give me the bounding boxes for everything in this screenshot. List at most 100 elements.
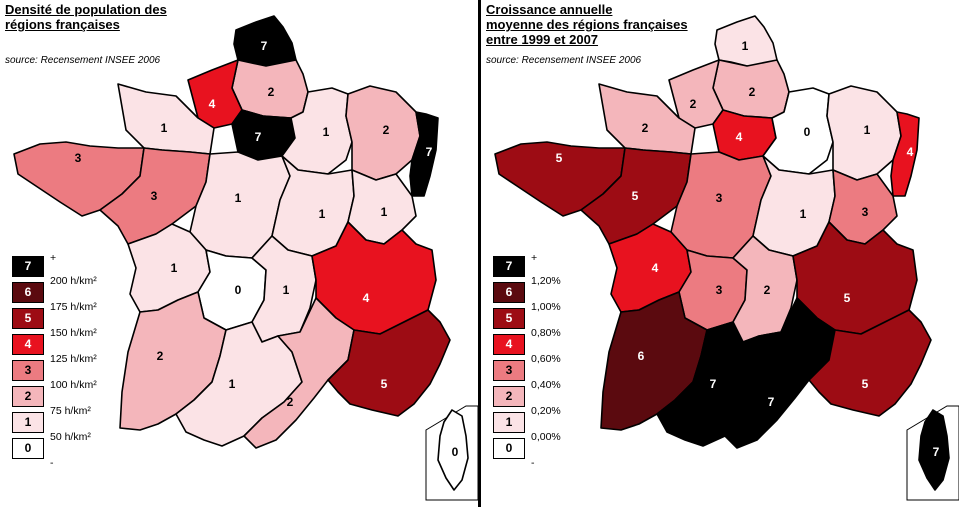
region-shape (345, 85, 421, 181)
region-class-label: 5 (844, 291, 851, 305)
region-class-label: 7 (426, 145, 433, 159)
legend-swatch-0: 0 (12, 438, 44, 459)
legend-threshold-label: 0,20% (531, 405, 561, 417)
region-shape (327, 309, 451, 417)
title-line-2: régions françaises (5, 17, 120, 32)
region-picardie: 2 (712, 59, 790, 119)
region-shape (243, 297, 355, 449)
density-map-title: Densité de population des régions frança… (5, 2, 167, 32)
legend-swatch-2: 2 (12, 386, 44, 407)
density-map: 7 2 4 1 7 1 2 7 3 3 1 1 1 1 0 1 4 2 1 2 5 0 (13, 15, 478, 501)
region-class-label: 2 (268, 85, 275, 99)
region-class-label: 1 (171, 261, 178, 275)
region-class-label: 7 (255, 130, 262, 144)
legend-swatch-4: 4 (493, 334, 525, 355)
region-shape (890, 111, 920, 197)
region-shape (918, 409, 950, 491)
region-shape (437, 409, 469, 491)
legend-minus: - (50, 457, 54, 469)
legend-swatch-7: 7 (493, 256, 525, 277)
region-class-label: 0 (235, 283, 242, 297)
region-paca: 5 (808, 309, 932, 417)
region-class-label: 1 (742, 39, 749, 53)
legend-swatch-5: 5 (493, 308, 525, 329)
corsica-inset-frame (906, 405, 959, 501)
growth-map: 1 2 2 2 4 0 1 4 5 5 3 1 3 4 3 2 5 6 7 7 5 7 (494, 15, 959, 501)
region-class-label: 5 (556, 151, 563, 165)
region-class-label: 4 (736, 130, 743, 144)
legend-swatch-5: 5 (12, 308, 44, 329)
legend-swatch-2: 2 (493, 386, 525, 407)
legend-swatch-1: 1 (12, 412, 44, 433)
growth-rate-map-panel: 1 2 2 2 4 0 1 4 5 5 3 1 3 4 3 2 5 6 7 7 5 7 Croissance annuel… (481, 0, 959, 507)
region-shape (826, 85, 902, 181)
legend-swatch-3: 3 (12, 360, 44, 381)
region-corse: 0 (437, 409, 469, 491)
legend-swatch-4: 4 (12, 334, 44, 355)
region-class-label: 3 (716, 191, 723, 205)
density-map-source: source: Recensement INSEE 2006 (5, 55, 161, 66)
region-class-label: 7 (261, 39, 268, 53)
region-class-label: 6 (638, 349, 645, 363)
region-class-label: 5 (632, 189, 639, 203)
legend-swatch-3: 3 (493, 360, 525, 381)
region-shape (409, 111, 439, 197)
growth-map-title: Croissance annuelle moyenne des régions … (486, 2, 688, 47)
region-class-label: 5 (862, 377, 869, 391)
region-class-label: 5 (381, 377, 388, 391)
region-class-label: 4 (652, 261, 659, 275)
region-class-label: 2 (642, 121, 649, 135)
region-class-label: 1 (235, 191, 242, 205)
legend-swatch-7: 7 (12, 256, 44, 277)
region-class-label: 1 (229, 377, 236, 391)
legend-swatch-1: 1 (493, 412, 525, 433)
legend-threshold-label: 0,40% (531, 379, 561, 391)
region-lorraine: 1 (826, 85, 902, 181)
region-class-label: 4 (209, 97, 216, 111)
title-line-2: moyenne des régions françaises (486, 17, 688, 32)
region-picardie: 2 (231, 59, 309, 119)
population-density-map-panel: 7 2 4 1 7 1 2 7 3 3 1 1 1 1 0 1 4 2 1 2 5 0 Densité de popula… (0, 0, 478, 507)
region-alsace: 4 (890, 111, 920, 197)
region-class-label: 4 (363, 291, 370, 305)
region-shape (808, 309, 932, 417)
legend-plus: + (50, 252, 57, 264)
legend-threshold-label: 0,00% (531, 431, 561, 443)
legend-minus: - (531, 457, 535, 469)
region-class-label: 1 (381, 205, 388, 219)
legend-threshold-label: 0,80% (531, 327, 561, 339)
legend-threshold-label: 200 h/km² (50, 275, 97, 287)
legend-swatch-6: 6 (12, 282, 44, 303)
legend-threshold-label: 1,00% (531, 301, 561, 313)
region-class-label: 2 (764, 283, 771, 297)
region-class-label: 2 (690, 97, 697, 111)
legend-threshold-label: 175 h/km² (50, 301, 97, 313)
region-languedoc: 7 (724, 297, 836, 449)
region-class-label: 1 (283, 283, 290, 297)
region-shape (724, 297, 836, 449)
legend-threshold-label: 150 h/km² (50, 327, 97, 339)
growth-map-source: source: Recensement INSEE 2006 (486, 55, 642, 66)
legend-swatch-6: 6 (493, 282, 525, 303)
region-class-label: 1 (319, 207, 326, 221)
region-class-label: 1 (864, 123, 871, 137)
legend-threshold-label: 125 h/km² (50, 353, 97, 365)
region-class-label: 0 (452, 445, 459, 459)
region-class-label: 3 (75, 151, 82, 165)
legend-threshold-label: 75 h/km² (50, 405, 91, 417)
region-class-label: 2 (157, 349, 164, 363)
legend-swatch-0: 0 (493, 438, 525, 459)
region-class-label: 2 (749, 85, 756, 99)
title-line-1: Densité de population des (5, 2, 167, 17)
legend-plus: + (531, 252, 538, 264)
legend-threshold-label: 0,60% (531, 353, 561, 365)
region-class-label: 4 (907, 145, 914, 159)
legend-threshold-label: 50 h/km² (50, 431, 91, 443)
panel-divider (478, 0, 481, 507)
region-class-label: 1 (323, 125, 330, 139)
region-corse: 7 (918, 409, 950, 491)
region-class-label: 3 (151, 189, 158, 203)
region-alsace: 7 (409, 111, 439, 197)
region-class-label: 7 (933, 445, 940, 459)
region-class-label: 3 (716, 283, 723, 297)
